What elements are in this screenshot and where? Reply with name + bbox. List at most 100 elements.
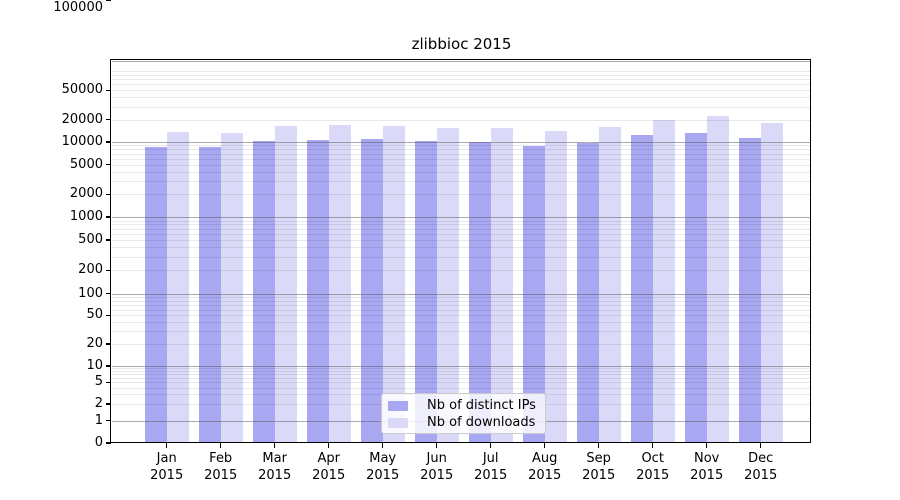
gridline xyxy=(112,240,811,242)
gridline xyxy=(112,331,811,333)
bar-ips-nov xyxy=(684,133,707,443)
gridline xyxy=(112,97,811,99)
x-tick xyxy=(598,443,600,448)
x-tick-label: Jan 2015 xyxy=(137,450,197,484)
y-tick xyxy=(105,89,111,91)
x-tick-label-year: 2015 xyxy=(150,468,184,483)
y-tick-label: 0 xyxy=(94,435,103,450)
y-tick xyxy=(105,292,111,295)
y-tick-label: 5 xyxy=(94,374,103,390)
bar-ips-may xyxy=(360,138,383,443)
gridline xyxy=(112,194,811,196)
legend-entry: Nb of distinct IPs xyxy=(388,398,545,414)
gridline xyxy=(112,181,811,183)
x-tick xyxy=(436,443,438,448)
x-tick-label-year: 2015 xyxy=(204,468,238,483)
gridline xyxy=(112,315,811,317)
legend-label-distinct-ips: Nb of distinct IPs xyxy=(427,398,536,413)
legend: Nb of distinct IPs Nb of downloads xyxy=(381,393,546,434)
bar-ips-mar xyxy=(252,140,275,443)
gridline xyxy=(112,293,811,295)
gridline xyxy=(112,158,811,160)
gridline xyxy=(112,296,811,298)
x-tick xyxy=(382,443,384,448)
gridline xyxy=(112,71,811,73)
bar-downloads-may xyxy=(382,125,405,443)
gridline xyxy=(112,270,811,272)
bar-ips-jan xyxy=(144,146,167,443)
gridline xyxy=(112,153,811,155)
y-tick xyxy=(105,0,111,2)
legend-swatch-distinct-ips xyxy=(388,401,408,411)
y-tick xyxy=(105,381,111,384)
x-tick-label: Mar 2015 xyxy=(245,450,305,484)
y-tick xyxy=(105,365,111,367)
y-tick xyxy=(105,119,111,121)
y-tick-label: 20000 xyxy=(61,111,103,127)
gridline xyxy=(112,171,811,173)
bar-downloads-jul xyxy=(490,128,513,443)
bar-ips-aug xyxy=(522,146,545,443)
x-tick-label: May 2015 xyxy=(353,450,413,484)
bar-ips-jun xyxy=(414,141,437,443)
gridline xyxy=(112,233,811,235)
chart-title: zlibbioc 2015 xyxy=(411,35,512,53)
gridline xyxy=(112,374,811,376)
gridline xyxy=(112,84,811,86)
y-tick-label: 2 xyxy=(94,396,103,412)
x-tick-label-year: 2015 xyxy=(474,468,508,483)
gridline xyxy=(112,79,811,81)
x-tick xyxy=(706,443,708,448)
y-tick xyxy=(105,314,111,316)
x-tick xyxy=(760,443,762,448)
legend-entry: Nb of downloads xyxy=(388,415,545,431)
y-tick xyxy=(105,193,111,196)
y-tick-label: 50 xyxy=(86,307,103,323)
gridline xyxy=(112,75,811,77)
gridline xyxy=(112,304,811,306)
y-tick-label: 2000 xyxy=(69,186,103,202)
gridline xyxy=(112,322,811,324)
gridline xyxy=(112,228,811,230)
bar-ips-feb xyxy=(198,146,221,443)
bar-downloads-apr xyxy=(328,125,351,443)
gridline xyxy=(112,387,811,389)
y-tick xyxy=(105,403,111,405)
bar-downloads-sep xyxy=(598,126,621,443)
x-tick-label-year: 2015 xyxy=(420,468,454,483)
y-tick-label: 10000 xyxy=(61,134,103,149)
x-tick-label-year: 2015 xyxy=(312,468,346,483)
x-tick-label-year: 2015 xyxy=(258,468,292,483)
x-tick xyxy=(220,443,222,448)
x-tick xyxy=(652,443,654,448)
y-tick xyxy=(105,163,111,166)
bar-downloads-aug xyxy=(544,130,567,443)
x-tick xyxy=(274,443,276,448)
y-tick-label: 5000 xyxy=(69,156,103,172)
bar-downloads-feb xyxy=(220,132,243,443)
gridline xyxy=(112,145,811,147)
y-tick-label: 200 xyxy=(78,262,103,278)
gridline xyxy=(112,217,811,218)
gridline xyxy=(112,371,811,373)
x-tick-label: Sep 2015 xyxy=(569,450,629,484)
gridline xyxy=(112,224,811,226)
bar-downloads-oct xyxy=(652,119,675,443)
y-tick xyxy=(105,239,111,241)
gridline xyxy=(112,378,811,380)
gridline xyxy=(112,164,811,166)
gridline xyxy=(112,309,811,311)
x-tick-label-year: 2015 xyxy=(636,468,670,483)
x-tick-label: Aug 2015 xyxy=(515,450,575,484)
x-tick-label: Dec 2015 xyxy=(731,450,791,484)
bar-downloads-jun xyxy=(436,127,459,443)
x-tick-label: Feb 2015 xyxy=(191,450,251,484)
y-tick-label: 10 xyxy=(86,358,103,373)
y-tick xyxy=(105,216,111,218)
gridline xyxy=(112,344,811,346)
x-tick-label: Jul 2015 xyxy=(461,450,521,484)
bar-downloads-nov xyxy=(706,116,729,443)
gridline xyxy=(112,106,811,108)
x-tick-label: Nov 2015 xyxy=(677,450,737,484)
